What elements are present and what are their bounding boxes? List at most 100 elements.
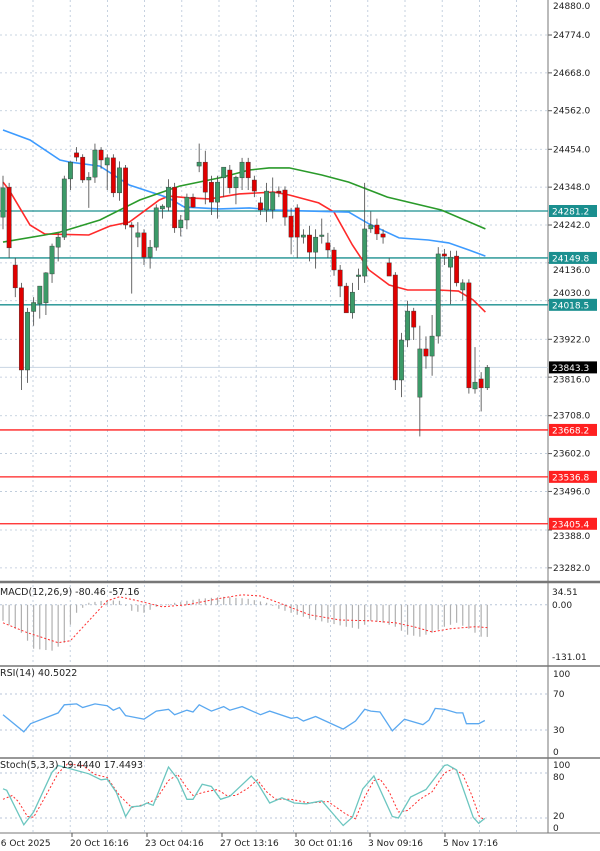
candle-body — [300, 234, 306, 238]
candle-body — [368, 224, 374, 230]
time-axis-label: 20 Oct 16:16 — [70, 839, 129, 849]
time-axis-label: 3 Nov 09:16 — [368, 839, 423, 849]
candle — [6, 182, 12, 258]
candle — [368, 211, 374, 233]
price-tick-label: 24880.0 — [553, 2, 590, 12]
candle-body — [319, 234, 325, 237]
candle-body — [98, 149, 104, 161]
candle — [258, 197, 263, 215]
candle-body — [362, 228, 368, 277]
candle-body — [313, 236, 319, 253]
moving-average-line — [2, 181, 486, 313]
candle-body — [184, 196, 190, 221]
stoch-tick-label: 100 — [553, 761, 570, 771]
candle-body — [282, 189, 288, 218]
candle — [172, 182, 178, 233]
support-price-tag-bg — [549, 517, 597, 530]
candle-body — [86, 176, 92, 181]
candle-body — [110, 157, 116, 194]
candle — [227, 165, 233, 194]
candle — [184, 193, 190, 230]
candle-body — [221, 166, 227, 179]
resistance-price-tag-bg — [549, 298, 597, 311]
candle-body — [484, 367, 490, 389]
candle — [417, 325, 423, 437]
candle-body — [74, 152, 79, 158]
price-tick-label: 24348.0 — [553, 183, 590, 193]
candle-body — [49, 245, 55, 275]
candle — [166, 179, 171, 212]
candle-body — [209, 181, 214, 203]
candle — [129, 222, 135, 294]
price-tick-label: 24136.0 — [553, 266, 590, 276]
support-price-tag-bg — [549, 423, 597, 436]
candle — [98, 147, 104, 169]
candle-body — [196, 161, 202, 167]
candle — [80, 154, 86, 183]
candle — [221, 166, 227, 198]
candle-body — [380, 233, 386, 238]
stoch-tick-label: 20 — [553, 812, 565, 822]
stoch-k-line — [2, 764, 486, 827]
candle-body — [276, 190, 282, 194]
candle-body — [166, 186, 171, 208]
candle — [68, 161, 73, 190]
moving-average-line — [2, 167, 486, 243]
candle-body — [343, 285, 349, 314]
candle — [337, 265, 343, 298]
candle-body — [18, 287, 24, 371]
candle-body — [55, 236, 61, 248]
candle — [282, 186, 288, 226]
stoch-d-line — [2, 763, 486, 821]
candle-body — [435, 253, 441, 337]
candle — [423, 336, 429, 369]
candle-body — [448, 256, 453, 268]
candle — [86, 172, 92, 208]
stoch-tick-label: 80 — [553, 773, 565, 783]
candle — [380, 229, 386, 244]
price-tick-label: 24562.0 — [553, 107, 590, 117]
candle-body — [190, 196, 196, 208]
candle — [215, 175, 220, 219]
time-axis-label: 27 Oct 13:16 — [220, 839, 279, 849]
candle — [288, 207, 294, 255]
candle — [61, 175, 67, 240]
candle-body — [227, 169, 233, 189]
candle — [460, 279, 466, 301]
candle — [37, 285, 43, 319]
support-price-tag: 23536.8 — [552, 473, 589, 483]
current-price-tag-bg — [549, 361, 597, 374]
candle-body — [399, 339, 404, 381]
candle — [399, 332, 404, 398]
candle — [429, 315, 435, 376]
candle — [276, 186, 282, 198]
candle-body — [374, 224, 380, 235]
candle — [362, 182, 368, 283]
rsi-tick-label: 100 — [553, 670, 570, 680]
candle — [343, 282, 349, 314]
candle — [386, 257, 392, 277]
candle — [92, 143, 98, 183]
candle-body — [264, 190, 269, 211]
candle — [448, 250, 453, 305]
candle-body — [31, 302, 37, 312]
candle — [159, 204, 165, 219]
candle — [307, 225, 312, 262]
candle — [55, 232, 61, 262]
price-tick-label: 24030.0 — [553, 289, 590, 299]
candle — [454, 250, 460, 287]
candle-body — [472, 381, 478, 390]
candle-body — [61, 178, 67, 238]
resistance-price-tag: 24018.5 — [552, 301, 589, 311]
candle — [18, 282, 24, 390]
candle — [135, 222, 141, 248]
candle — [25, 307, 30, 383]
candle-body — [43, 272, 49, 304]
candle — [147, 240, 153, 269]
candle-body — [423, 348, 429, 357]
candle — [405, 300, 410, 348]
candle-body — [405, 310, 410, 341]
candle-body — [478, 378, 484, 389]
candle — [411, 307, 417, 340]
